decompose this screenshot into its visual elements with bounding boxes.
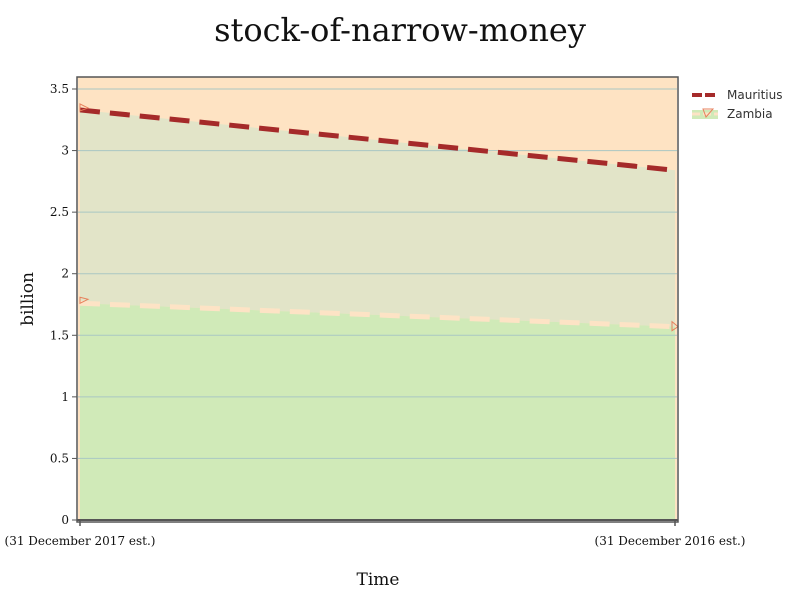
legend: Mauritius Zambia <box>692 88 782 121</box>
zambia-marker <box>671 320 679 332</box>
legend-label: Mauritius <box>727 88 782 102</box>
mauritius-line <box>79 107 676 173</box>
y-tick-label: 0 <box>61 513 69 527</box>
legend-marker <box>702 108 715 118</box>
y-tick-label: 3 <box>61 144 69 158</box>
x-axis-title: Time <box>357 570 400 590</box>
y-axis-title: billion <box>18 272 38 326</box>
area-fills <box>78 77 677 520</box>
plot-frame <box>76 76 679 523</box>
y-tick-label: 2 <box>61 267 69 281</box>
zambia-area <box>80 303 675 520</box>
y-tick-label: 3.5 <box>50 82 69 96</box>
legend-label: Zambia <box>727 107 773 121</box>
chart-title: stock-of-narrow-money <box>214 11 586 49</box>
x-tick-label: (31 December 2017 est.) <box>5 534 156 548</box>
mauritius-area <box>80 109 675 327</box>
x-tick-label: (31 December 2016 est.) <box>595 534 746 548</box>
y-tick-label: 1.5 <box>50 328 69 342</box>
x-axis: (31 December 2017 est.) (31 December 2016… <box>5 519 746 548</box>
zambia-line <box>79 300 676 330</box>
y-tick-label: 2.5 <box>50 205 69 219</box>
mauritius-marker <box>79 103 90 112</box>
legend-item-zambia: Zambia <box>692 107 773 121</box>
y-tick-label: 0.5 <box>50 451 69 465</box>
y-tick-label: 1 <box>61 390 69 404</box>
y-axis: 0 0.5 1 1.5 2 2.5 3 3.5 <box>50 82 77 527</box>
series-lines <box>79 103 679 332</box>
zambia-marker <box>79 296 90 305</box>
legend-item-mauritius: Mauritius <box>692 88 782 102</box>
gridlines <box>78 88 677 459</box>
